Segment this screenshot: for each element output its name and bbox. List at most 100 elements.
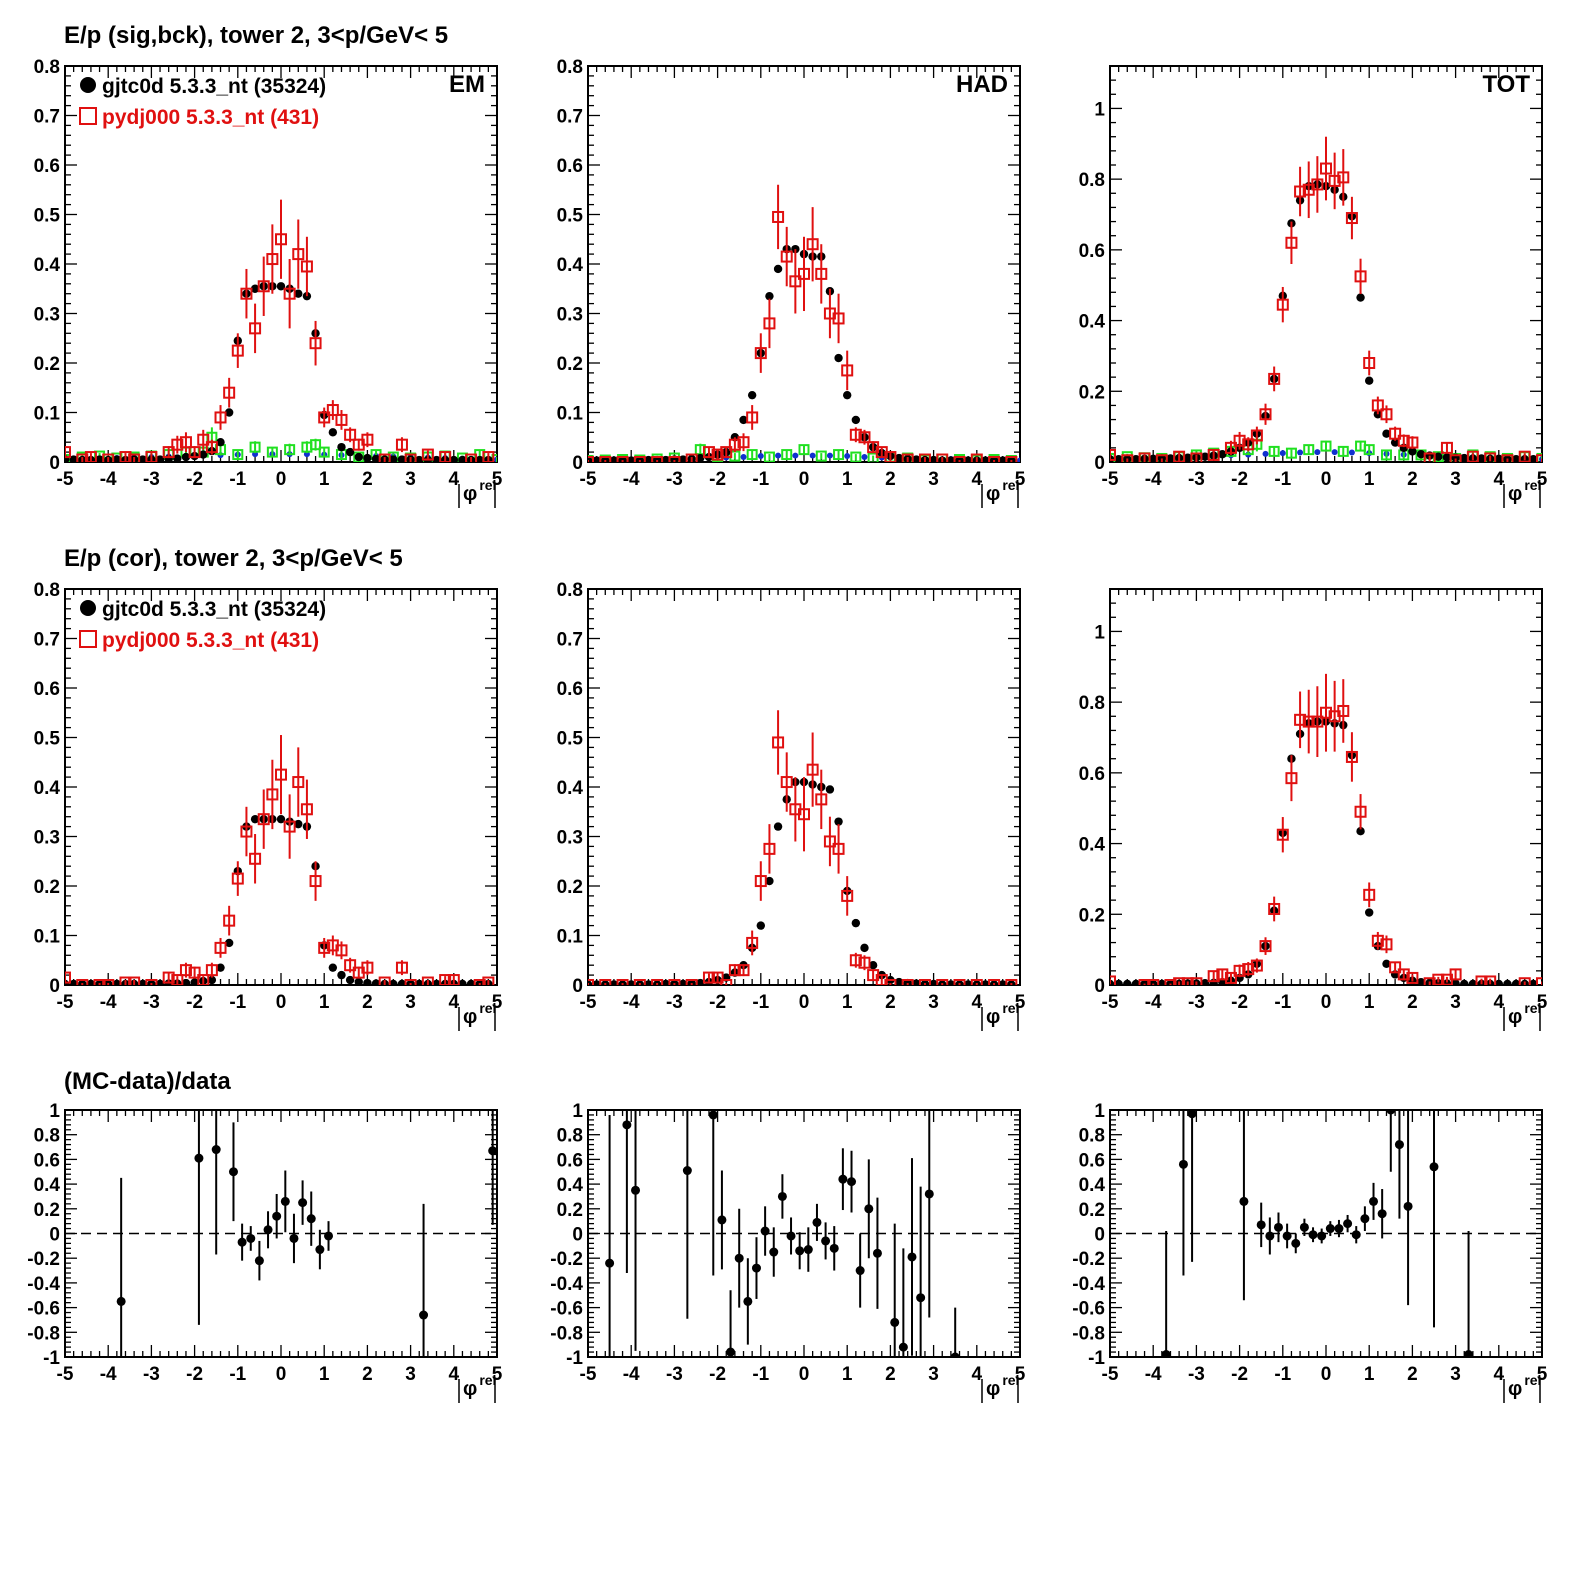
x-tick-label: 2 <box>362 1364 373 1385</box>
ratio-point <box>116 1296 126 1306</box>
mc-point <box>249 852 262 865</box>
mc-point <box>128 453 141 462</box>
x-tick-label: -3 <box>143 469 160 490</box>
mc-point <box>599 979 612 985</box>
mc-point <box>283 820 296 833</box>
panel-had-ratio: -5 -4 -3 -2 -1 0 1 2 3 4 5 -1 -0.8 -0.6 -0.4 -0.2 0 0.2 0.… <box>550 1101 1026 1403</box>
ratio-point <box>1334 1224 1344 1234</box>
x-axis-label-symbol: φ <box>463 1006 477 1028</box>
y-tick-label: 0.6 <box>557 679 583 700</box>
mc-point <box>214 411 227 424</box>
mc-point <box>780 776 793 789</box>
data-point <box>696 978 705 985</box>
ratio-point <box>950 1352 960 1357</box>
data-point <box>747 390 757 400</box>
mc-point <box>482 451 495 462</box>
x-tick-label: 4 <box>1494 469 1505 490</box>
mc-point <box>858 431 871 444</box>
mc-point <box>884 979 897 985</box>
panel-em-sigbck: -5 -4 -3 -2 -1 0 1 2 3 4 5 0 0.1 0.2 0.3 0.4 0.5 0.6 0.7 0.… <box>34 57 503 508</box>
bck-mc-point <box>746 449 758 461</box>
mc-point <box>1337 704 1350 717</box>
data-point <box>354 977 363 985</box>
data-point <box>670 979 679 985</box>
data-point <box>216 438 225 447</box>
y-tick-label: 1 <box>1094 99 1105 120</box>
data-point <box>181 978 191 985</box>
data-point <box>104 979 113 985</box>
mc-point <box>65 971 71 984</box>
mc-point <box>1302 715 1315 728</box>
legend-marker-mc <box>79 107 97 125</box>
panel-had-sigbck: -5 -4 -3 -2 -1 0 1 2 3 4 5 0 0.1 0.2 0.3 0.4 0.5 0.6 0.7 0.… <box>557 57 1026 508</box>
mc-point <box>772 210 785 223</box>
y-tick-label: 1 <box>572 1101 583 1122</box>
mc-point <box>335 944 348 957</box>
data-point <box>1218 450 1227 459</box>
data-point <box>946 456 956 462</box>
mc-point <box>918 979 931 985</box>
ratio-point <box>855 1266 865 1276</box>
x-tick-label: 5 <box>1015 1364 1026 1385</box>
data-point <box>294 289 303 298</box>
bck-mc-point <box>1380 449 1392 461</box>
series-data <box>588 777 1016 985</box>
mc-point <box>344 959 357 972</box>
ratio-point <box>890 1317 900 1327</box>
mc-point <box>309 875 322 888</box>
panel-tot-sigbck: -5 -4 -3 -2 -1 0 1 2 3 4 5 0 0.2 0.4 0.6 0.8 1 φ rel TOT <box>1079 65 1548 508</box>
x-tick-label: -5 <box>580 992 597 1013</box>
bck-data-point <box>809 452 816 459</box>
x-axis-label: φ rel <box>463 1372 496 1400</box>
x-tick-label: 1 <box>842 1364 853 1385</box>
data-point <box>1468 979 1478 985</box>
mc-point <box>162 971 175 984</box>
bck-mc-point <box>1320 440 1332 452</box>
data-layer <box>65 199 497 462</box>
y-tick-label: 0.1 <box>557 404 584 425</box>
x-axis-label-superscript: rel <box>1002 1372 1019 1388</box>
row-title-bottom: (MC-data)/data <box>64 1068 231 1095</box>
mc-point <box>798 808 810 821</box>
mc-point <box>1311 715 1324 728</box>
x-tick-label: -2 <box>186 992 203 1013</box>
mc-point <box>93 979 106 985</box>
x-axis-label-symbol: φ <box>1508 1006 1522 1028</box>
y-tick-label: 0 <box>1094 976 1105 997</box>
x-tick-label: -2 <box>709 1364 726 1385</box>
x-tick-label: -4 <box>100 469 117 490</box>
x-tick-label: 3 <box>405 992 416 1013</box>
x-tick-label: 4 <box>972 1364 983 1385</box>
mc-point <box>1354 270 1367 283</box>
y-tick-label: 0.4 <box>34 1175 61 1196</box>
ratio-point <box>829 1243 839 1253</box>
ratio-point <box>795 1246 805 1256</box>
mc-point <box>685 979 698 985</box>
x-tick-label: -1 <box>752 469 769 490</box>
data-layer <box>588 710 1018 985</box>
data-point <box>224 938 234 948</box>
x-tick-label: -2 <box>1231 992 1248 1013</box>
data-point <box>1529 454 1538 462</box>
mc-point <box>421 976 434 985</box>
mc-point <box>1311 178 1324 191</box>
series-ratio <box>605 1110 960 1357</box>
plot-frame <box>1109 65 1543 463</box>
y-tick-label: 0.7 <box>34 107 60 128</box>
data-point <box>138 455 147 462</box>
data-point <box>981 980 990 985</box>
ratio-point <box>1394 1140 1404 1150</box>
series-data <box>1110 717 1538 985</box>
y-tick-label: 0.3 <box>34 305 60 326</box>
bck-mc-point <box>266 446 278 458</box>
mc-point <box>119 976 132 985</box>
x-tick-label: 1 <box>319 469 330 490</box>
mc-point <box>901 979 914 985</box>
x-axis-label: φ rel <box>1508 1372 1541 1400</box>
data-layer <box>605 1110 960 1357</box>
bck-data-point <box>740 454 747 461</box>
x-axis-label-symbol: φ <box>1508 483 1522 505</box>
mc-point <box>936 453 949 462</box>
mc-point <box>1173 450 1186 462</box>
y-tick-label: -0.4 <box>1072 1274 1105 1295</box>
